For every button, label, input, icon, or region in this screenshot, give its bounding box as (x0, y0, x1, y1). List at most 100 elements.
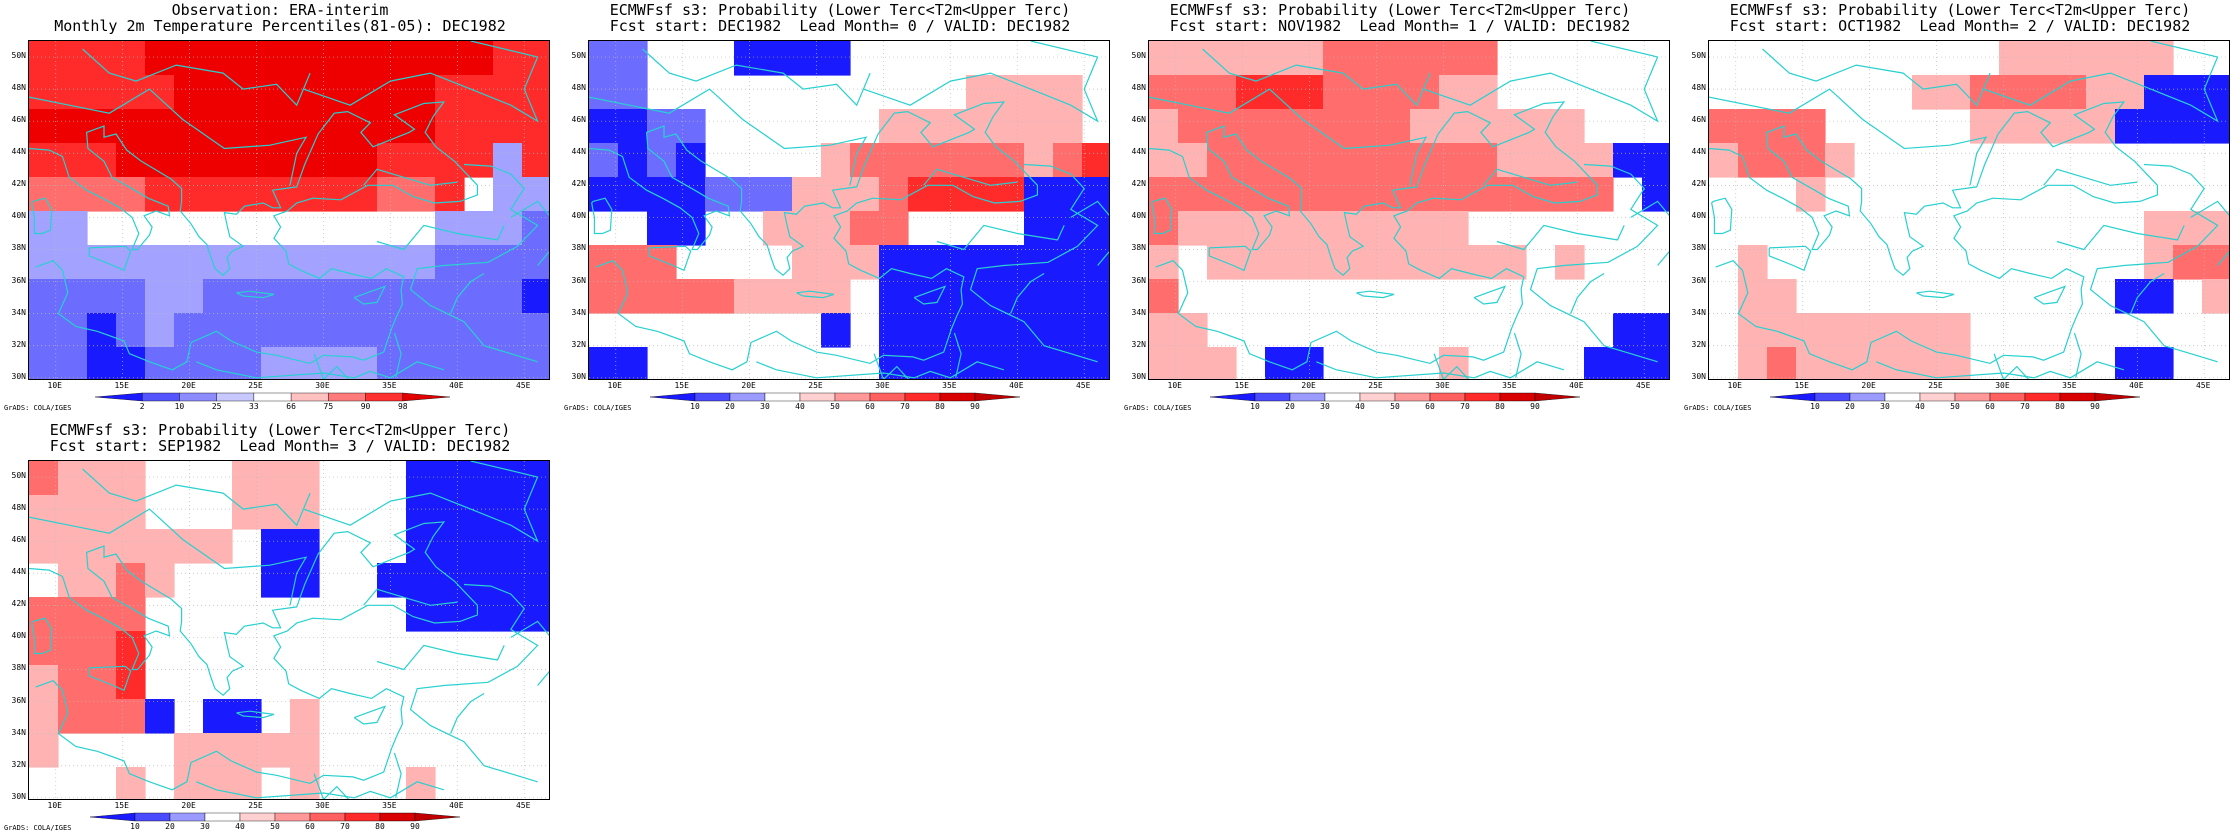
colorbar-segment (274, 812, 311, 822)
grid-cell (58, 347, 88, 379)
grid-cell (821, 313, 851, 348)
coastline (1070, 200, 1109, 266)
panel-title-line1: ECMWFsf s3: Probability (Lower Terc<T2m<… (609, 1, 1071, 19)
coastline (1483, 168, 1578, 186)
coastline (510, 200, 549, 266)
lat-label: 36N (11, 275, 26, 285)
grid-cell (1082, 245, 1109, 280)
colorbar-label: 98 (397, 402, 408, 411)
grid-cell (1236, 143, 1266, 178)
colorbar-segment (204, 812, 241, 822)
grid-cell (174, 245, 204, 280)
grid-cell (29, 41, 59, 76)
grid-cell (850, 211, 880, 246)
grid-cell (1854, 313, 1884, 348)
grid-cell (435, 177, 465, 212)
grid-cell (1265, 245, 1295, 280)
grid-cell (87, 347, 117, 379)
grid-cell (1236, 41, 1266, 76)
grid-cell (1613, 347, 1643, 379)
grid-cell (232, 41, 262, 76)
grid-cell (203, 41, 233, 76)
grid-cell (261, 529, 291, 564)
lon-label: 20E (1301, 381, 1316, 390)
lat-label: 42N (11, 599, 26, 609)
coastline (313, 773, 350, 799)
colorbar-segment (1464, 392, 1501, 402)
panel-forecast-lead2: ECMWFsf s3: Probability (Lower Terc<T2m<… (1680, 0, 2240, 420)
grid-cell (435, 529, 465, 564)
grid-cell (618, 245, 648, 280)
map-svg (1149, 41, 1669, 379)
coastline (1423, 41, 1659, 123)
grid-cell (29, 631, 59, 666)
map-area (1708, 40, 2230, 380)
colorbar-segment (134, 812, 171, 822)
lat-label: 42N (571, 179, 586, 189)
lon-label: 10E (47, 801, 62, 810)
grid-cell (1642, 177, 1669, 212)
grid-cell (1294, 75, 1324, 110)
grid-cell (1439, 245, 1469, 280)
grid-cell (522, 461, 549, 496)
grid-cell (1410, 177, 1440, 212)
grid-cell (319, 75, 349, 110)
grid-cell (116, 75, 146, 110)
grid-cell (435, 563, 465, 598)
grid-cell (58, 631, 88, 666)
grads-credit: GrADS: COLA/IGES (1124, 404, 1192, 412)
grid-cell (1709, 109, 1739, 144)
grid-cell (464, 143, 494, 178)
grid-cell (116, 245, 146, 280)
grid-cell (58, 699, 88, 734)
grid-cell (1642, 313, 1669, 348)
grid-cell (705, 279, 735, 314)
grid-cell (203, 279, 233, 314)
grid-cell (261, 143, 291, 178)
grid-cell (879, 211, 909, 246)
grid-cell (1642, 143, 1669, 178)
grid-cell (2057, 75, 2087, 110)
panel-title-line1: Observation: ERA-interim (171, 1, 389, 19)
colorbar-segment (904, 392, 941, 402)
lon-label: 10E (1727, 381, 1742, 390)
lat-label: 32N (1691, 339, 1706, 349)
panel-title-line1: ECMWFsf s3: Probability (Lower Terc<T2m<… (1729, 1, 2191, 19)
grid-cell (203, 699, 233, 734)
lat-label: 46N (1131, 115, 1146, 125)
grid-cell (29, 279, 59, 314)
colorbar-label: 10 (1250, 402, 1260, 411)
colorbar-segment (1770, 392, 1816, 402)
grid-cell (261, 313, 291, 348)
lat-label: 34N (11, 307, 26, 317)
lon-label: 20E (1861, 381, 1876, 390)
grid-cell (435, 211, 465, 246)
grid-cell (203, 529, 233, 564)
grid-cell (1738, 313, 1768, 348)
grid-cell (29, 143, 59, 178)
grid-cell (908, 347, 938, 379)
lon-label: 35E (382, 381, 397, 390)
grid-cell (1468, 41, 1498, 76)
grid-cell (792, 211, 822, 246)
lat-label: 36N (1131, 275, 1146, 285)
grid-cell (522, 313, 549, 348)
grid-cell (1178, 177, 1208, 212)
grid-cell (2173, 109, 2203, 144)
grid-cell (2115, 279, 2145, 314)
grid-cell (618, 109, 648, 144)
colorbar (650, 392, 1020, 402)
grid-cell (589, 109, 619, 144)
colorbar-segment (1919, 392, 1956, 402)
grid-cell (232, 495, 262, 530)
colorbar-segment (309, 812, 346, 822)
grid-cell (464, 461, 494, 496)
grid-cell (1642, 347, 1669, 379)
grid-cell (174, 143, 204, 178)
lat-label: 40N (1131, 211, 1146, 221)
colorbar-label: 90 (2090, 402, 2100, 411)
coastline (29, 88, 308, 186)
grid-cell (1999, 75, 2029, 110)
colorbar (95, 392, 450, 402)
grid-cell (377, 41, 407, 76)
